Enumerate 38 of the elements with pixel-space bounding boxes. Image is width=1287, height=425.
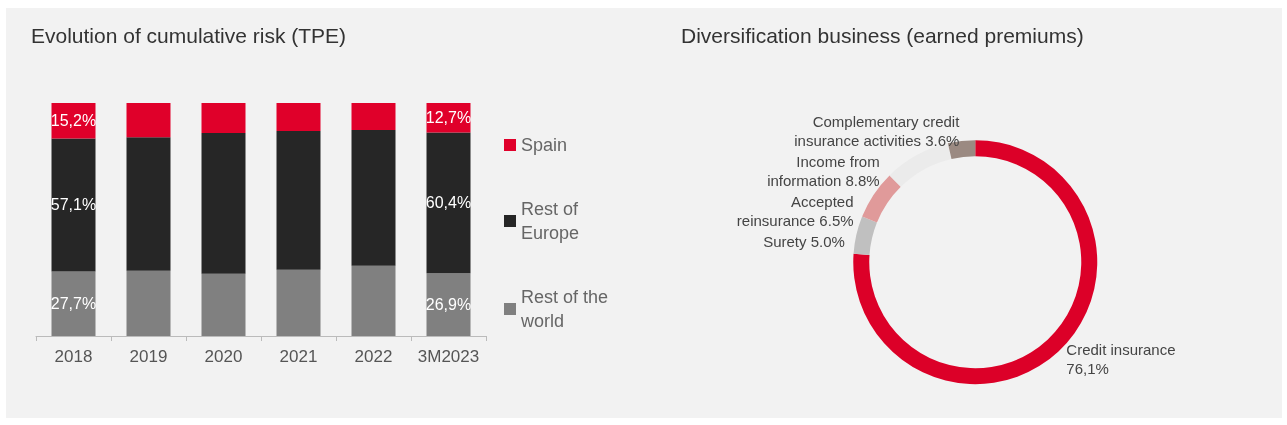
x-tick-label: 2018 xyxy=(54,347,93,366)
data-label: 76,1% xyxy=(1066,359,1109,377)
bar xyxy=(351,130,396,266)
slice-label: Credit insurance xyxy=(1066,340,1176,358)
bar xyxy=(201,273,246,336)
data-label: 12,7% xyxy=(425,109,472,127)
x-tick-label: 3M2023 xyxy=(417,347,480,366)
slice-label: Accepted reinsurance 6.5% xyxy=(736,193,854,230)
bar xyxy=(201,133,246,274)
legend-label: Rest of the world xyxy=(520,287,614,331)
bar xyxy=(276,269,321,336)
data-label: 57,1% xyxy=(50,196,97,214)
x-tick-label: 2021 xyxy=(279,347,318,366)
slice-label: Complementary credit insurance activities 3.6% xyxy=(794,113,961,150)
legend-label: Spain xyxy=(521,135,568,155)
bar xyxy=(201,103,246,134)
slice-label: Surety 5.0% xyxy=(763,233,845,251)
bar xyxy=(51,138,96,272)
x-tick-label: 2019 xyxy=(129,347,168,366)
data-label: 15,2% xyxy=(50,112,97,130)
bar xyxy=(351,103,396,131)
bar xyxy=(426,132,471,274)
bar xyxy=(276,103,321,131)
slice-label: Income from information 8.8% xyxy=(767,153,880,190)
x-tick-label: 2022 xyxy=(354,347,393,366)
data-label: 60,4% xyxy=(425,194,472,212)
chart-title: Evolution of cumulative risk (TPE) xyxy=(31,24,347,47)
bar xyxy=(126,137,171,271)
bar xyxy=(126,270,171,336)
data-label: 26,9% xyxy=(425,296,472,314)
data-label: 27,7% xyxy=(50,295,97,313)
legend-label: Rest of Europe xyxy=(521,199,584,243)
bar xyxy=(276,130,321,270)
bar xyxy=(126,103,171,138)
chart-title: Diversification business (earned premiums) xyxy=(681,24,1084,47)
x-tick-label: 2020 xyxy=(204,347,243,366)
bar xyxy=(351,265,396,336)
bar xyxy=(51,271,96,336)
